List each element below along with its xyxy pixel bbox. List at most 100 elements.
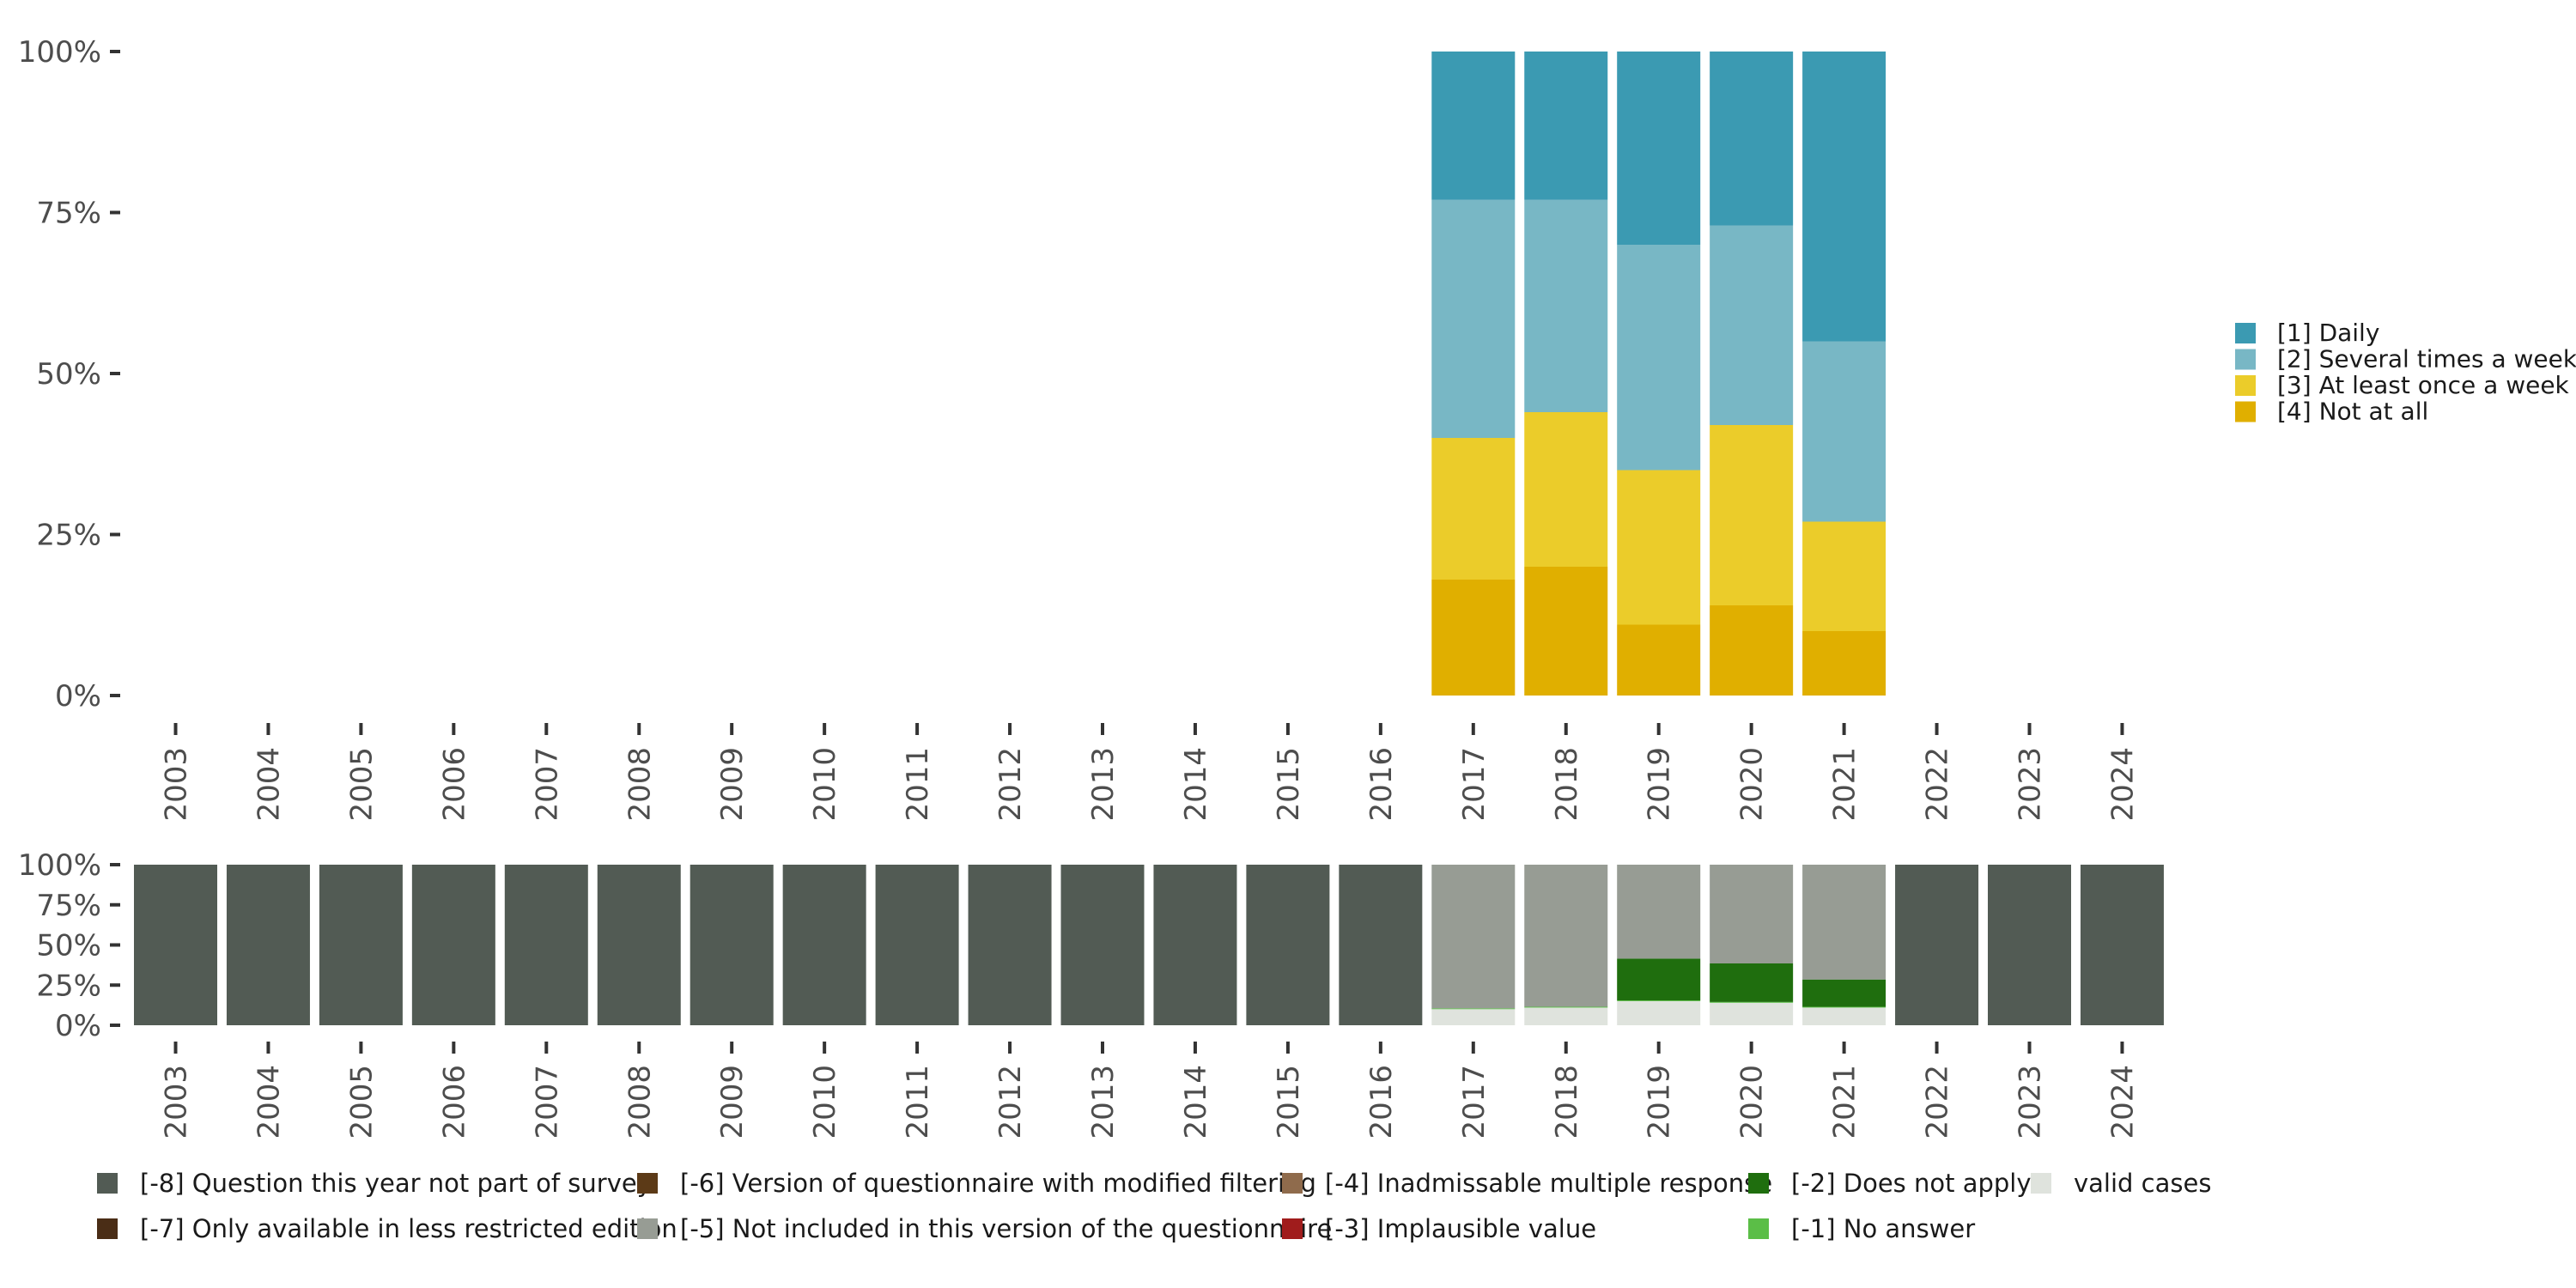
x-tick-label: 2022 [1921,1065,1955,1139]
bar-segment-2018-5-not-included-in-this-version-of-the-questionnaire [1524,865,1608,1007]
legend-swatch-8-question-this-year-not-part-of-survey [97,1173,118,1194]
bar-segment-2021-valid-cases [1802,1007,1886,1025]
top-legend: [1] Daily[2] Several times a week[3] At … [2235,319,2576,426]
x-tick-label: 2006 [437,747,471,822]
x-tick-label: 2023 [2014,1065,2048,1139]
bar-segment-2019-1-daily [1617,52,1701,245]
bar-segment-2020-2-does-not-apply [1710,963,1794,1002]
legend-swatch-4-inadmissable-multiple-response [1282,1173,1303,1194]
legend-label-1-daily: [1] Daily [2277,319,2379,347]
x-tick-label: 2011 [901,1065,935,1139]
bar-segment-2017-1-no-answer [1431,1008,1516,1010]
legend-swatch-6-version-of-questionnaire-with-modified-filtering [637,1173,658,1194]
bar-segment-2017-2-several-times-a-week [1431,199,1516,438]
bar-segment-2020-3-at-least-once-a-week [1710,425,1794,605]
bar-segment-2019-3-at-least-once-a-week [1617,470,1701,625]
y-tick-label: 75% [36,197,101,231]
x-tick-label: 2017 [1457,1065,1492,1139]
legend-swatch-3-implausible-value [1282,1218,1303,1239]
bar-segment-2018-4-not-at-all [1524,567,1608,696]
bar-segment-2021-3-at-least-once-a-week [1802,521,1886,631]
bar-segment-2005-8-question-this-year-not-part-of-survey [319,865,403,1025]
legend-swatch-valid-cases [2031,1173,2051,1194]
legend-label-valid-cases: valid cases [2074,1169,2211,1198]
bar-segment-2021-2-several-times-a-week [1802,341,1886,522]
bar-segment-2017-5-not-included-in-this-version-of-the-questionnaire [1431,865,1516,1009]
bar-segment-2018-1-no-answer [1524,1006,1608,1008]
bar-segment-2013-8-question-this-year-not-part-of-survey [1060,865,1145,1025]
bar-segment-2015-8-question-this-year-not-part-of-survey [1246,865,1330,1025]
x-tick-label: 2019 [1643,747,1677,822]
x-tick-label: 2006 [437,1065,471,1139]
bar-segment-2019-4-not-at-all [1617,624,1701,696]
legend-label-5-not-included-in-this-version-of-the-questionnaire: [-5] Not included in this version of the… [680,1214,1332,1243]
bar-segment-2010-8-question-this-year-not-part-of-survey [782,865,866,1025]
legend-swatch-1-no-answer [1748,1218,1769,1239]
legend-label-1-no-answer: [-1] No answer [1791,1214,1975,1243]
legend-label-4-not-at-all: [4] Not at all [2277,398,2428,426]
bar-segment-2012-8-question-this-year-not-part-of-survey [968,865,1052,1025]
legend-swatch-7-only-available-in-less-restricted-edition [97,1218,118,1239]
legend-label-4-inadmissable-multiple-response: [-4] Inadmissable multiple response [1325,1169,1772,1198]
bar-segment-2019-valid-cases [1617,1000,1701,1025]
x-tick-label: 2012 [993,747,1028,822]
bar-segment-2009-8-question-this-year-not-part-of-survey [690,865,774,1025]
x-tick-label: 2013 [1086,1065,1121,1139]
x-tick-label: 2007 [530,1065,564,1139]
bar-segment-2018-valid-cases [1524,1007,1608,1025]
bar-segment-2004-8-question-this-year-not-part-of-survey [226,865,310,1025]
bar-segment-2019-5-not-included-in-this-version-of-the-questionnaire [1617,865,1701,959]
bar-segment-2018-3-at-least-once-a-week [1524,412,1608,567]
bar-segment-2020-2-several-times-a-week [1710,225,1794,425]
x-tick-label: 2009 [715,747,750,822]
x-tick-label: 2010 [808,747,842,822]
y-tick-label: 75% [36,889,101,923]
x-tick-label: 2020 [1735,1065,1770,1139]
bar-segment-2003-8-question-this-year-not-part-of-survey [134,865,217,1025]
x-tick-label: 2024 [2105,1065,2140,1139]
y-tick-label: 25% [36,519,101,553]
bar-segment-2017-3-at-least-once-a-week [1431,438,1516,580]
x-tick-label: 2013 [1086,747,1121,822]
bar-segment-2011-8-question-this-year-not-part-of-survey [875,865,959,1025]
bar-segment-2020-1-daily [1710,52,1794,226]
bar-segment-2019-2-several-times-a-week [1617,245,1701,471]
x-tick-label: 2014 [1179,1065,1213,1139]
legend-swatch-1-daily [2235,323,2256,343]
x-tick-label: 2021 [1828,1065,1862,1139]
bar-segment-2008-8-question-this-year-not-part-of-survey [597,865,681,1025]
legend-label-2-does-not-apply: [-2] Does not apply [1791,1169,2032,1198]
x-tick-label: 2014 [1179,747,1213,822]
y-tick-label: 0% [55,1009,101,1043]
bar-segment-2021-2-does-not-apply [1802,979,1886,1007]
x-tick-label: 2012 [993,1065,1028,1139]
bar-segment-2020-valid-cases [1710,1002,1794,1025]
bar-segment-2017-valid-cases [1431,1009,1516,1025]
y-tick-label: 100% [18,848,101,883]
legend-swatch-5-not-included-in-this-version-of-the-questionnaire [637,1218,658,1239]
x-tick-label: 2005 [344,1065,379,1139]
top-chart-panel: 0% 25% 50% 75% 100% 2003 2004 2005 2006 2007 2008 2… [18,35,2141,822]
x-tick-label: 2023 [2014,747,2048,822]
x-tick-label: 2004 [252,747,286,822]
legend-label-3-implausible-value: [-3] Implausible value [1325,1214,1596,1243]
bar-segment-2018-1-daily [1524,52,1608,200]
bar-segment-2024-8-question-this-year-not-part-of-survey [2080,865,2164,1025]
legend-swatch-3-at-least-once-a-week [2235,375,2256,396]
bar-segment-2020-1-no-answer [1710,1001,1794,1003]
x-tick-label: 2009 [715,1065,750,1139]
bar-segment-2014-8-question-this-year-not-part-of-survey [1153,865,1237,1025]
bar-segment-2019-2-does-not-apply [1617,958,1701,1001]
bottom-legend: [-8] Question this year not part of surv… [97,1169,2211,1243]
x-tick-label: 2024 [2105,747,2140,822]
x-tick-label: 2019 [1643,1065,1677,1139]
bar-segment-2022-8-question-this-year-not-part-of-survey [1895,865,1979,1025]
legend-label-3-at-least-once-a-week: [3] At least once a week [2277,371,2570,399]
bar-segment-2021-4-not-at-all [1802,631,1886,696]
bar-segment-2016-8-question-this-year-not-part-of-survey [1339,865,1423,1025]
y-tick-label: 25% [36,969,101,1003]
x-tick-label: 2018 [1550,747,1584,822]
x-tick-label: 2020 [1735,747,1770,822]
legend-label-2-several-times-a-week: [2] Several times a week [2277,345,2576,374]
